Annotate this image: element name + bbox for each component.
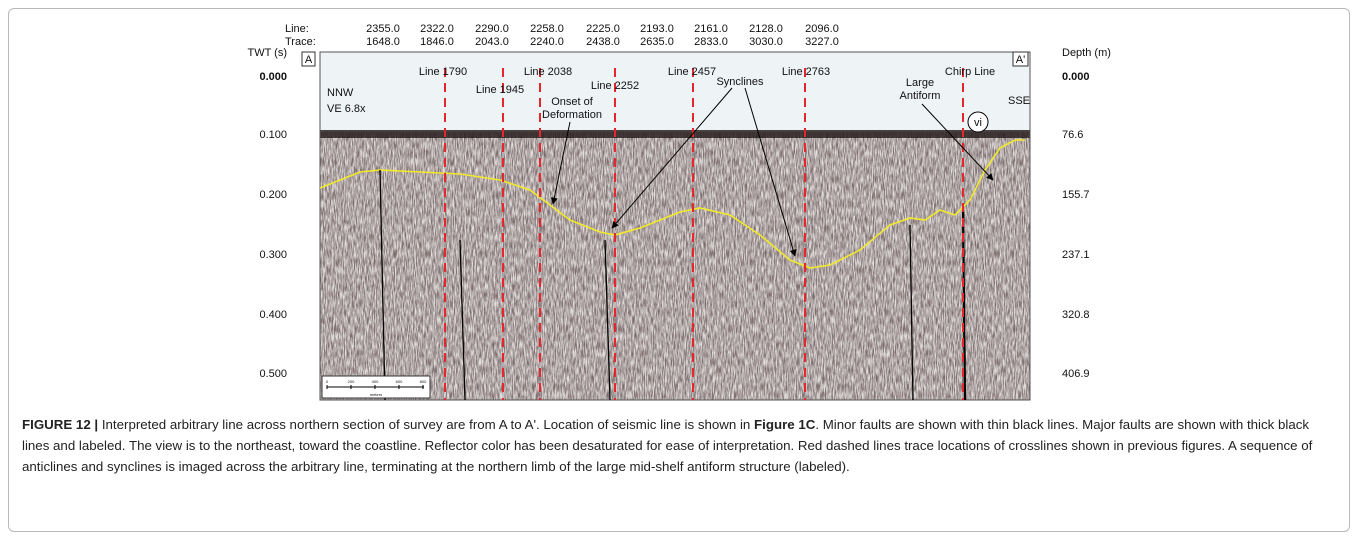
right-tick-label: 0.000 bbox=[1062, 71, 1090, 83]
seafloor-reflector bbox=[320, 130, 1030, 138]
left-tick-label: 0.000 bbox=[259, 71, 287, 83]
scale-tick-label: 200 bbox=[348, 379, 355, 384]
crossline-label: Line 2457 bbox=[668, 66, 716, 78]
line-number: 2128.0 bbox=[749, 23, 783, 35]
right-tick-label: 237.1 bbox=[1062, 249, 1090, 261]
crossline-label: Line 1790 bbox=[419, 66, 467, 78]
fault-label: vi bbox=[974, 117, 982, 129]
crossline-label: Chirp Line bbox=[945, 66, 995, 78]
corner-label: A bbox=[305, 54, 313, 66]
right-tick-label: 406.9 bbox=[1062, 368, 1090, 380]
annotation: Synclines bbox=[716, 76, 764, 88]
trace-number: 2240.0 bbox=[530, 36, 564, 48]
trace-number: 3030.0 bbox=[749, 36, 783, 48]
caption-reference: Figure 1C bbox=[754, 417, 815, 432]
crossline-label: Line 2763 bbox=[782, 66, 830, 78]
left-tick-label: 0.100 bbox=[259, 129, 287, 141]
annotation: SSE bbox=[1008, 95, 1030, 107]
line-number: 2322.0 bbox=[420, 23, 454, 35]
right-axis-title: Depth (m) bbox=[1062, 47, 1111, 59]
crossline-label: Line 2252 bbox=[591, 80, 639, 92]
left-axis-title: TWT (s) bbox=[247, 47, 287, 59]
right-tick-label: 76.6 bbox=[1062, 129, 1083, 141]
annotation: VE 6.8x bbox=[327, 103, 366, 115]
trace-number: 1846.0 bbox=[420, 36, 454, 48]
page: Line: Trace: TWT (s) Depth (m) A A' NNW … bbox=[0, 0, 1358, 540]
left-tick-label: 0.400 bbox=[259, 309, 287, 321]
left-tick-label: 0.500 bbox=[259, 368, 287, 380]
left-tick-label: 0.300 bbox=[259, 249, 287, 261]
trace-number: 2438.0 bbox=[586, 36, 620, 48]
line-number: 2193.0 bbox=[640, 23, 674, 35]
line-number: 2161.0 bbox=[694, 23, 728, 35]
annotation: Onset of bbox=[551, 96, 594, 108]
right-tick-label: 320.8 bbox=[1062, 309, 1090, 321]
scale-tick-label: 400 bbox=[372, 379, 379, 384]
corner-label: A' bbox=[1016, 54, 1025, 66]
trace-number: 2635.0 bbox=[640, 36, 674, 48]
trace-number: 2833.0 bbox=[694, 36, 728, 48]
line-label: Line: bbox=[285, 23, 309, 35]
caption-label: FIGURE 12 | bbox=[22, 417, 98, 432]
right-tick-label: 155.7 bbox=[1062, 189, 1090, 201]
caption: FIGURE 12 | Interpreted arbitrary line a… bbox=[22, 414, 1338, 477]
annotation: NNW bbox=[327, 87, 354, 99]
line-number: 2225.0 bbox=[586, 23, 620, 35]
left-tick-label: 0.200 bbox=[259, 189, 287, 201]
crossline-label: Line 2038 bbox=[524, 66, 572, 78]
scale-tick-label: 800 bbox=[420, 379, 427, 384]
scale-unit: meters bbox=[370, 392, 382, 397]
annotation: Deformation bbox=[542, 109, 602, 121]
line-number: 2096.0 bbox=[805, 23, 839, 35]
trace-number: 1648.0 bbox=[366, 36, 400, 48]
line-number: 2355.0 bbox=[366, 23, 400, 35]
annotation: Large bbox=[906, 77, 934, 89]
trace-number: 3227.0 bbox=[805, 36, 839, 48]
line-number: 2290.0 bbox=[475, 23, 509, 35]
caption-text: Interpreted arbitrary line across northe… bbox=[98, 417, 754, 432]
annotation: Antiform bbox=[900, 90, 941, 102]
trace-label: Trace: bbox=[285, 36, 316, 48]
crossline-label: Line 1945 bbox=[476, 84, 524, 96]
scale-tick-label: 600 bbox=[396, 379, 403, 384]
seismic-figure: Line: Trace: TWT (s) Depth (m) A A' NNW … bbox=[0, 0, 1358, 410]
trace-number: 2043.0 bbox=[475, 36, 509, 48]
line-number: 2258.0 bbox=[530, 23, 564, 35]
